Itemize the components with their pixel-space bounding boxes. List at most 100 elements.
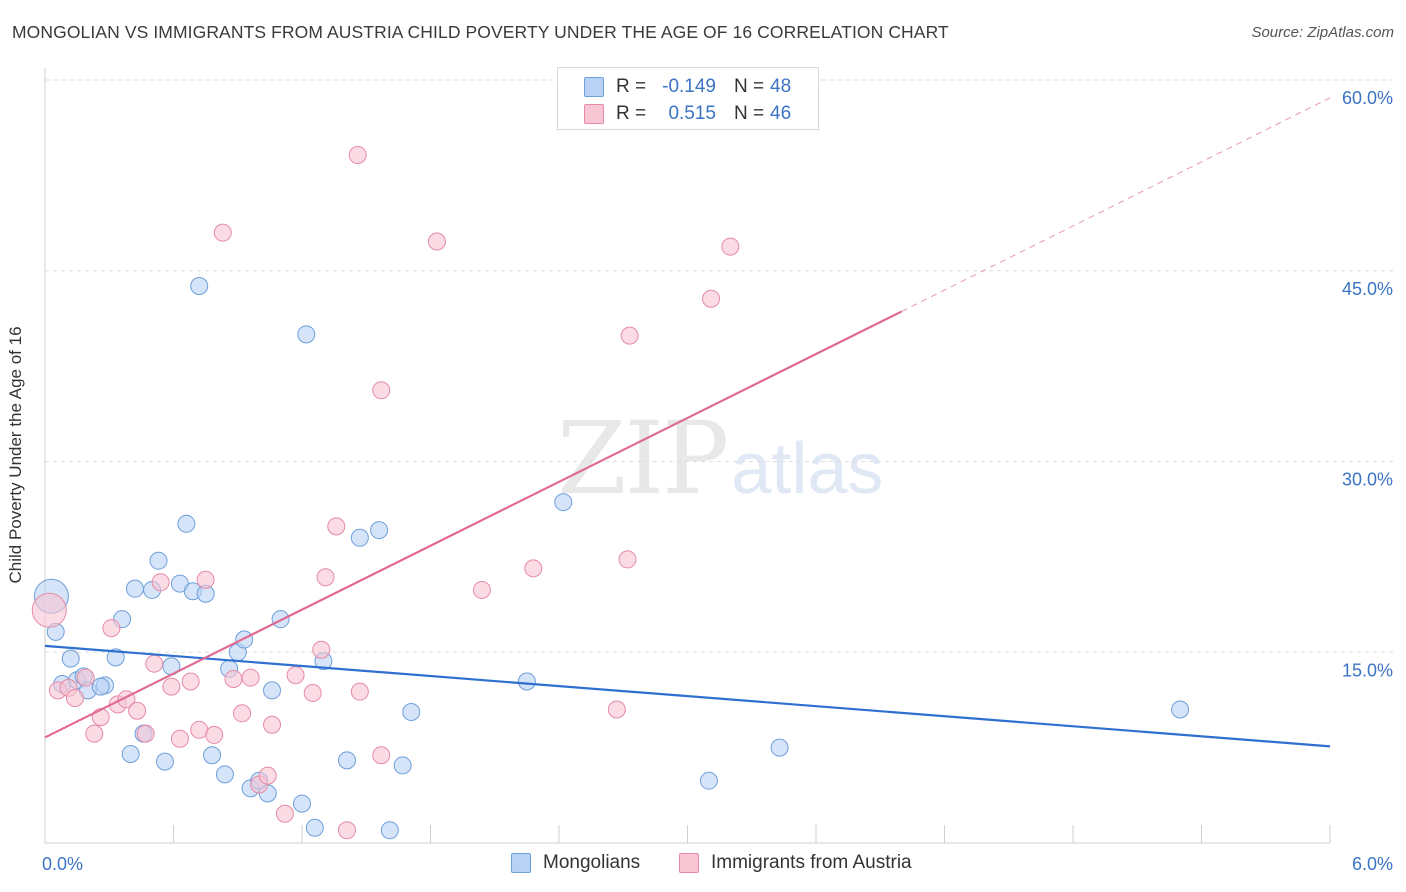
legend-label-mongolians: Mongolians (543, 852, 641, 873)
austria-point (213, 223, 232, 242)
r-value: -0.149 (662, 76, 716, 97)
mongolian-point (554, 493, 573, 512)
austria-point (350, 682, 369, 701)
n-label: N = (734, 76, 765, 97)
austria-point (76, 668, 95, 687)
austria-trend-extension (901, 97, 1331, 312)
mongolian-point (699, 771, 718, 790)
x-tick-label: 0.0% (42, 854, 83, 874)
mongolian-point (149, 551, 168, 570)
austria-point (128, 701, 147, 720)
mongolian-point (380, 821, 399, 840)
austria-point (233, 704, 252, 723)
austria-point (372, 381, 391, 400)
austria-point (190, 720, 209, 739)
n-value: 46 (770, 103, 792, 124)
mongolian-point (215, 765, 234, 784)
austria-point (312, 640, 331, 659)
legend-row-mongolians: R = -0.149 N = 48 (584, 76, 791, 98)
austria-point (65, 689, 84, 708)
austria-point (620, 326, 639, 345)
watermark-atlas: atlas (731, 429, 884, 509)
austria-point (102, 619, 121, 638)
source-label: Source: ZipAtlas.com (1251, 24, 1394, 41)
mongolian-point (350, 528, 369, 547)
austria-point (702, 289, 721, 308)
mongolian-point (106, 648, 125, 667)
r-label: R = (616, 103, 647, 124)
y-tick-label: 60.0% (1342, 88, 1393, 108)
austria-point (721, 237, 740, 256)
mongolian-point (293, 794, 311, 813)
mongolian-point (203, 746, 222, 765)
legend-item-austria[interactable]: Immigrants from Austria (679, 852, 912, 874)
austria-point (85, 724, 104, 743)
mongolian-point (297, 325, 316, 344)
blue-swatch-icon (511, 853, 531, 873)
austria-point (263, 715, 282, 734)
austria-point (348, 146, 367, 165)
legend-row-austria: R = 0.515 N = 46 (584, 103, 791, 125)
blue-swatch-icon (584, 77, 604, 97)
austria-point (162, 677, 181, 696)
mongolian-point (517, 672, 536, 691)
austria-point (181, 672, 200, 691)
mongolian-point (125, 579, 144, 598)
n-value: 48 (770, 76, 792, 97)
x-tick-label: 6.0% (1352, 854, 1393, 874)
mongolian-point (305, 818, 324, 837)
watermark: ZIPatlas (557, 400, 883, 517)
austria-point (286, 666, 305, 685)
austria-point (337, 821, 356, 840)
austria-point (327, 517, 346, 536)
austria-point (241, 668, 260, 687)
austria-trend-line (44, 310, 903, 739)
mongolian-point (263, 681, 282, 700)
n-label: N = (734, 103, 765, 124)
austria-point (151, 573, 170, 592)
mongolian-point (402, 703, 421, 722)
austria-point (224, 669, 243, 688)
mongolian-point (393, 756, 412, 775)
austria-point (275, 804, 294, 823)
legend-item-mongolians[interactable]: Mongolians (511, 852, 640, 874)
austria-point (372, 746, 391, 765)
mongolian-point (155, 752, 174, 771)
mongolian-point (121, 744, 140, 763)
mongolian-trend-line (44, 644, 1331, 748)
mongolian-point (61, 649, 80, 668)
watermark-zip: ZIP (557, 400, 729, 517)
austria-point (196, 570, 215, 589)
r-label: R = (616, 76, 647, 97)
legend-label-austria: Immigrants from Austria (711, 852, 912, 873)
pink-swatch-icon (584, 104, 604, 124)
austria-point (136, 724, 155, 743)
austria-point (472, 580, 491, 599)
pink-swatch-icon (679, 853, 699, 873)
austria-point (316, 568, 335, 587)
mongolian-point (1171, 700, 1190, 719)
austria-point (170, 729, 189, 748)
austria-point (303, 683, 322, 702)
austria-point (427, 232, 446, 251)
austria-point (258, 766, 277, 785)
mongolian-point (770, 738, 789, 757)
austria-point (145, 654, 164, 673)
y-tick-label: 45.0% (1342, 279, 1393, 299)
austria-point (618, 550, 637, 569)
mongolian-point (337, 751, 356, 770)
austria-point (205, 725, 224, 744)
mongolian-point (91, 677, 110, 696)
y-axis-label: Child Poverty Under the Age of 16 (6, 326, 25, 584)
austria-point (607, 700, 626, 719)
mongolian-point (177, 514, 196, 533)
y-tick-label: 15.0% (1342, 660, 1393, 680)
r-value: 0.515 (668, 103, 716, 124)
austria-point (31, 592, 67, 628)
correlation-legend: R = -0.149 N = 48 R = 0.515 N = 46 (557, 67, 819, 130)
mongolian-point (190, 277, 209, 296)
mongolian-point (370, 521, 389, 540)
austria-point (91, 708, 110, 727)
series-legend: Mongolians Immigrants from Austria (0, 852, 1406, 876)
